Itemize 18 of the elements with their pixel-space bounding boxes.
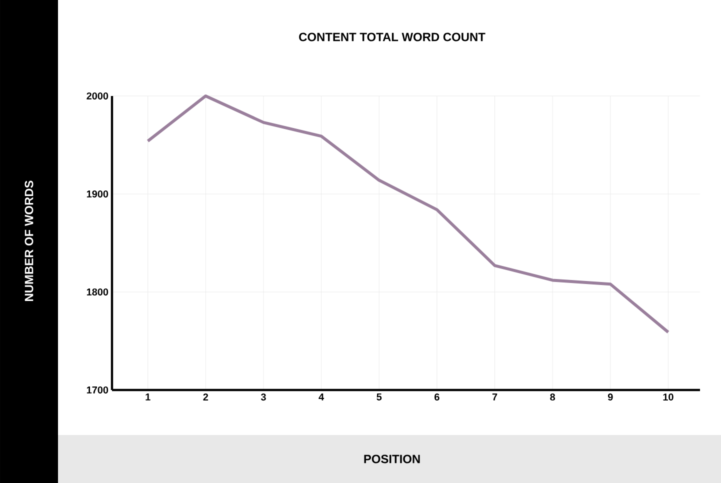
y-tick-label: 1900: [86, 190, 108, 198]
y-tick-label: 2000: [86, 92, 108, 100]
x-tick-label: 6: [434, 394, 440, 401]
x-tick-label: 2: [203, 394, 208, 400]
y-axis-title: NUMBER OF WORDS: [24, 180, 34, 301]
line-series: [146, 94, 670, 334]
x-tick-label: 7: [492, 394, 498, 400]
x-axis-title: POSITION: [364, 454, 420, 464]
x-tick-label: 4: [318, 394, 324, 400]
x-tick-label: 1: [146, 394, 150, 400]
x-tick-label: 9: [608, 394, 613, 401]
x-tick-label: 10: [663, 394, 674, 401]
y-tick-label: 1800: [86, 288, 108, 296]
y-tick-label: 1700: [86, 386, 108, 394]
x-tick-label: 5: [376, 394, 382, 400]
x-tick-label: 8: [550, 394, 556, 401]
x-tick-label: 3: [260, 394, 266, 401]
chart-title: CONTENT TOTAL WORD COUNT: [299, 32, 486, 42]
